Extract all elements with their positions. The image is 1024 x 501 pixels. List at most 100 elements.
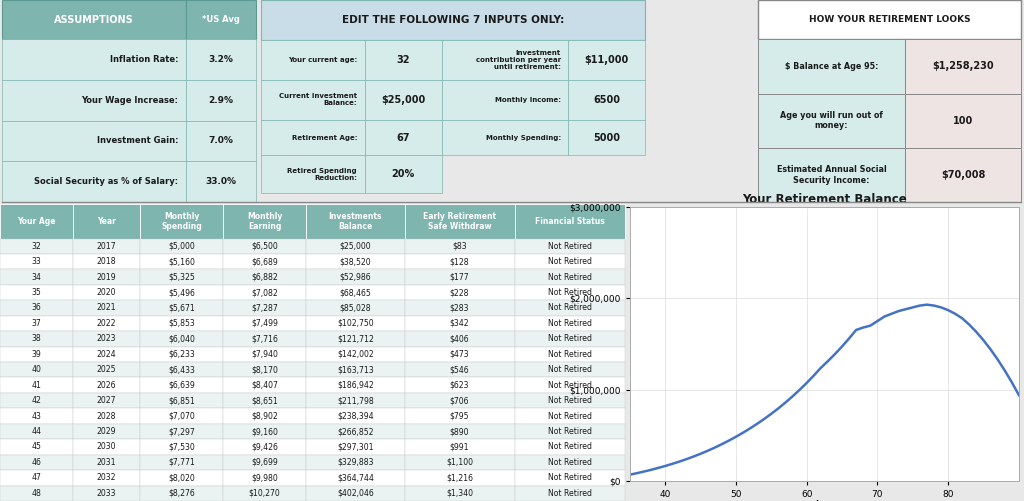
- Text: $5,160: $5,160: [168, 257, 195, 266]
- Text: $85,028: $85,028: [340, 304, 372, 313]
- Bar: [515, 485, 625, 501]
- Bar: [404, 424, 515, 439]
- Bar: [140, 331, 223, 347]
- Text: $228: $228: [450, 288, 469, 297]
- Text: 40: 40: [32, 365, 41, 374]
- Bar: [223, 470, 306, 485]
- Text: $5,853: $5,853: [168, 319, 195, 328]
- Text: 2.9%: 2.9%: [209, 96, 233, 105]
- Bar: [261, 155, 365, 193]
- Text: 2027: 2027: [96, 396, 116, 405]
- Bar: [515, 408, 625, 424]
- Bar: [140, 316, 223, 331]
- Text: $7,940: $7,940: [251, 350, 279, 359]
- Text: Investments
Balance: Investments Balance: [329, 212, 382, 231]
- Bar: [306, 470, 404, 485]
- Text: 48: 48: [32, 489, 41, 498]
- Text: $102,750: $102,750: [337, 319, 374, 328]
- Text: 100: 100: [953, 116, 973, 126]
- Text: 2017: 2017: [96, 242, 116, 250]
- Bar: [306, 331, 404, 347]
- Bar: [0, 316, 73, 331]
- Bar: [404, 485, 515, 501]
- Text: $7,082: $7,082: [251, 288, 279, 297]
- Text: $402,046: $402,046: [337, 489, 374, 498]
- Bar: [365, 80, 441, 120]
- Text: Your current age:: Your current age:: [288, 57, 357, 63]
- Text: $9,980: $9,980: [251, 473, 279, 482]
- Bar: [73, 331, 140, 347]
- Bar: [140, 300, 223, 316]
- Text: 2022: 2022: [96, 319, 116, 328]
- Text: 43: 43: [32, 412, 41, 420]
- Bar: [515, 393, 625, 408]
- Bar: [515, 424, 625, 439]
- Text: 2028: 2028: [96, 412, 116, 420]
- Text: $8,170: $8,170: [251, 365, 279, 374]
- Bar: [223, 254, 306, 270]
- Text: Not Retired: Not Retired: [548, 412, 592, 420]
- Text: $7,499: $7,499: [251, 319, 279, 328]
- Text: $142,002: $142,002: [337, 350, 374, 359]
- Bar: [223, 204, 306, 238]
- Text: $6,040: $6,040: [168, 334, 195, 343]
- Bar: [223, 347, 306, 362]
- Bar: [73, 316, 140, 331]
- Bar: [515, 377, 625, 393]
- Bar: [73, 254, 140, 270]
- Bar: [404, 285, 515, 300]
- Bar: [306, 408, 404, 424]
- Text: $186,942: $186,942: [337, 381, 374, 390]
- Text: $8,902: $8,902: [251, 412, 279, 420]
- Bar: [140, 270, 223, 285]
- Bar: [404, 300, 515, 316]
- Text: Retirement Age:: Retirement Age:: [292, 135, 357, 141]
- Text: Not Retired: Not Retired: [548, 319, 592, 328]
- Text: 47: 47: [32, 473, 41, 482]
- Bar: [568, 41, 645, 80]
- Text: 2033: 2033: [96, 489, 116, 498]
- Text: Early Retirement
Safe Withdraw: Early Retirement Safe Withdraw: [423, 212, 496, 231]
- Text: Not Retired: Not Retired: [548, 288, 592, 297]
- Bar: [261, 41, 365, 80]
- Text: 35: 35: [32, 288, 41, 297]
- Bar: [0, 300, 73, 316]
- Text: Not Retired: Not Retired: [548, 273, 592, 282]
- Bar: [0, 439, 73, 455]
- Bar: [515, 362, 625, 377]
- Text: $7,716: $7,716: [251, 334, 279, 343]
- Text: $6,689: $6,689: [251, 257, 279, 266]
- Bar: [365, 120, 441, 155]
- Bar: [140, 408, 223, 424]
- Bar: [140, 470, 223, 485]
- Text: $5,496: $5,496: [168, 288, 195, 297]
- Bar: [0, 408, 73, 424]
- Bar: [223, 408, 306, 424]
- Text: Retired Spending
Reduction:: Retired Spending Reduction:: [288, 168, 357, 181]
- Bar: [306, 424, 404, 439]
- Bar: [404, 393, 515, 408]
- Bar: [0, 393, 73, 408]
- Bar: [515, 270, 625, 285]
- Text: $6,500: $6,500: [251, 242, 279, 250]
- Text: EDIT THE FOLLOWING 7 INPUTS ONLY:: EDIT THE FOLLOWING 7 INPUTS ONLY:: [342, 15, 564, 25]
- Bar: [73, 408, 140, 424]
- Text: $890: $890: [450, 427, 469, 436]
- Text: $7,070: $7,070: [168, 412, 195, 420]
- Text: $10,270: $10,270: [249, 489, 281, 498]
- Bar: [140, 377, 223, 393]
- Text: 37: 37: [32, 319, 41, 328]
- Bar: [365, 41, 441, 80]
- Text: $473: $473: [450, 350, 469, 359]
- Text: 34: 34: [32, 273, 41, 282]
- Text: 32: 32: [32, 242, 41, 250]
- Text: $83: $83: [453, 242, 467, 250]
- Text: $52,986: $52,986: [340, 273, 372, 282]
- Bar: [515, 285, 625, 300]
- Bar: [905, 148, 1021, 202]
- Bar: [306, 485, 404, 501]
- Bar: [404, 270, 515, 285]
- Bar: [186, 0, 256, 40]
- Bar: [306, 316, 404, 331]
- Bar: [223, 300, 306, 316]
